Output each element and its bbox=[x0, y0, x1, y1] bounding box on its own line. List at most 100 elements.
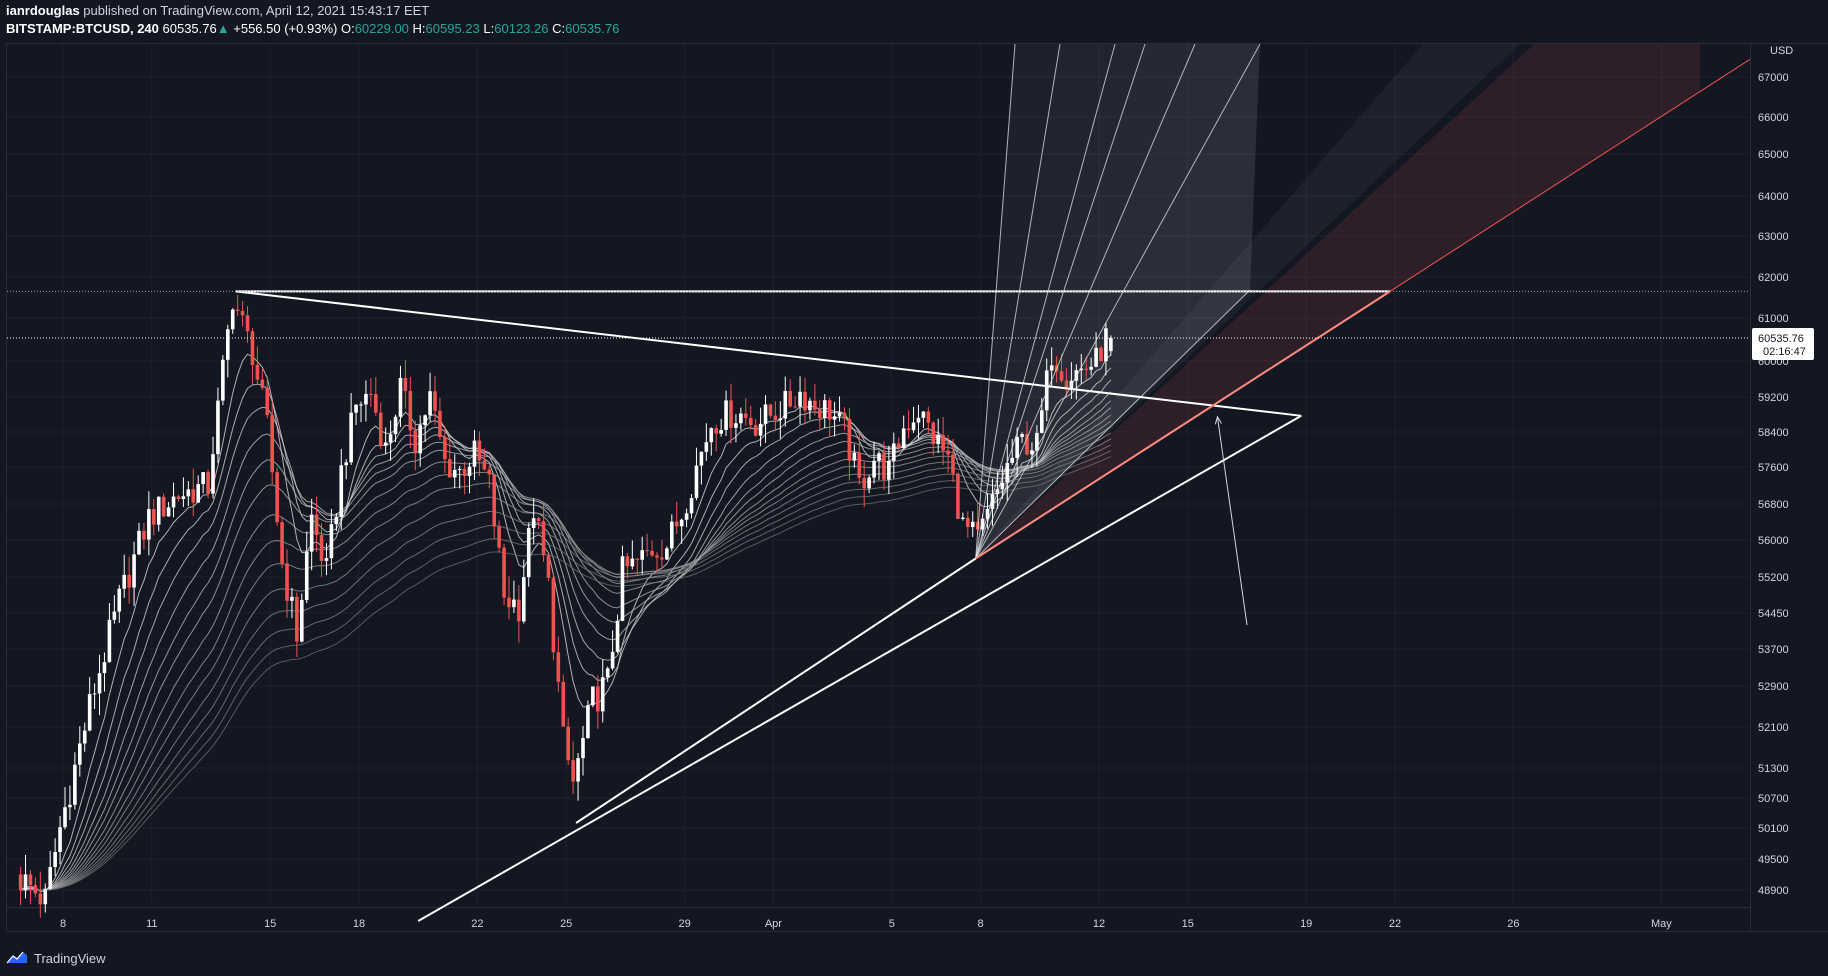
candle-body bbox=[467, 466, 472, 477]
arrow-line[interactable] bbox=[1216, 416, 1248, 626]
candle-body bbox=[1104, 328, 1108, 362]
candle-body bbox=[359, 404, 363, 406]
candle-body bbox=[921, 411, 926, 418]
candle-body bbox=[127, 574, 131, 588]
candle-body bbox=[369, 393, 373, 395]
fan-line[interactable] bbox=[975, 44, 1061, 559]
fan-outer-fill bbox=[975, 44, 1750, 559]
candle-body bbox=[438, 410, 442, 438]
candle-body bbox=[645, 550, 649, 552]
candle-body bbox=[768, 404, 773, 416]
red-trend-extension[interactable] bbox=[1389, 58, 1750, 292]
currency-label[interactable]: USD bbox=[1770, 45, 1793, 57]
candle-body bbox=[448, 459, 452, 478]
symbol-label[interactable]: BITSTAMP:BTCUSD, 240 bbox=[6, 21, 159, 36]
candle-body bbox=[709, 428, 714, 443]
candle-body bbox=[275, 472, 279, 523]
candle-body bbox=[793, 406, 797, 408]
descending-line[interactable] bbox=[235, 290, 1302, 417]
candle-body bbox=[309, 514, 314, 552]
candle-body bbox=[512, 599, 516, 608]
candle-body bbox=[171, 496, 176, 508]
candle-body bbox=[951, 454, 955, 474]
price-tick-label: 54450 bbox=[1758, 608, 1789, 620]
candle-body bbox=[916, 417, 921, 423]
candle-body bbox=[1059, 371, 1064, 381]
candle-body bbox=[58, 827, 62, 852]
time-tick-label: 11 bbox=[146, 918, 157, 930]
drawings[interactable] bbox=[7, 44, 1750, 922]
rising-support-2-line[interactable] bbox=[575, 557, 977, 824]
time-axis[interactable]: 8 11 15 18 22 25 29 Apr 5 8 12 15 19 22 26 May bbox=[60, 918, 1672, 930]
candle-body bbox=[813, 400, 817, 410]
last-price: 60535.76 bbox=[162, 21, 217, 36]
candle-body bbox=[892, 443, 896, 461]
arrow-head-icon[interactable] bbox=[1214, 415, 1222, 425]
candle-body bbox=[975, 521, 980, 530]
author-name[interactable]: ianrdouglas bbox=[6, 3, 80, 18]
candle-body bbox=[887, 460, 891, 480]
candle-body bbox=[270, 415, 274, 473]
fan-line[interactable] bbox=[975, 44, 1261, 559]
price-tick-label: 62000 bbox=[1758, 272, 1789, 284]
price-tick-label: 51300 bbox=[1758, 763, 1789, 775]
candle-body bbox=[679, 519, 684, 527]
price-tick-label: 61000 bbox=[1758, 313, 1789, 325]
candle-body bbox=[364, 393, 368, 405]
fan-line[interactable] bbox=[975, 44, 1116, 559]
candle-body bbox=[1000, 482, 1005, 490]
candle-body bbox=[1035, 432, 1039, 451]
candle-body bbox=[216, 400, 220, 455]
candle-body bbox=[295, 596, 299, 642]
candle-body bbox=[240, 310, 245, 316]
candle-body bbox=[329, 524, 334, 559]
fan-line[interactable] bbox=[975, 44, 1016, 559]
candle-body bbox=[689, 498, 694, 514]
candle-body bbox=[531, 518, 536, 528]
ma-line bbox=[20, 450, 1112, 891]
candle-body bbox=[221, 359, 225, 401]
price-tick-label: 57600 bbox=[1758, 462, 1789, 474]
last-price-tag-value: 60535.76 bbox=[1758, 333, 1804, 345]
fan-line[interactable] bbox=[975, 44, 1196, 559]
candle-body bbox=[704, 442, 709, 452]
candle-body bbox=[758, 423, 763, 436]
candle-body bbox=[285, 563, 289, 601]
candle-body bbox=[561, 681, 566, 727]
price-change: +556.50 (+0.93%) bbox=[233, 21, 338, 36]
red-trend-line[interactable] bbox=[975, 290, 1391, 560]
drawing-fills bbox=[975, 44, 1750, 559]
open-value: 60229.00 bbox=[354, 21, 409, 36]
candle-body bbox=[43, 888, 48, 905]
candle-body bbox=[211, 454, 215, 494]
candle-body bbox=[38, 893, 43, 905]
candle-body bbox=[349, 412, 353, 463]
candle-body bbox=[161, 496, 166, 517]
candle-body bbox=[847, 418, 852, 461]
candle-body bbox=[23, 874, 28, 891]
candle-body bbox=[53, 851, 57, 868]
candle-body bbox=[378, 412, 383, 446]
candle-body bbox=[117, 588, 122, 612]
candle-body bbox=[778, 418, 783, 421]
tradingview-logo-icon[interactable] bbox=[6, 951, 28, 965]
candle-body bbox=[374, 394, 378, 413]
footer-brand[interactable]: TradingView bbox=[34, 950, 106, 966]
rising-support-line[interactable] bbox=[417, 414, 1302, 922]
candle-body bbox=[226, 329, 230, 360]
candle-body bbox=[92, 693, 97, 695]
fan-line[interactable] bbox=[975, 44, 1146, 559]
grid-lines bbox=[7, 44, 1750, 907]
price-axis[interactable]: USD6700066000650006400063000620006100060… bbox=[1758, 45, 1793, 897]
price-tick-label: 50700 bbox=[1758, 793, 1789, 805]
candlesticks bbox=[18, 294, 1113, 918]
candle-body bbox=[304, 551, 309, 600]
candle-body bbox=[265, 387, 270, 416]
time-tick-label: 15 bbox=[1182, 918, 1194, 930]
candle-body bbox=[625, 556, 630, 567]
candle-body bbox=[290, 596, 294, 601]
candle-body bbox=[1044, 370, 1049, 411]
candle-body bbox=[926, 411, 931, 423]
fan-line[interactable] bbox=[975, 289, 1251, 559]
